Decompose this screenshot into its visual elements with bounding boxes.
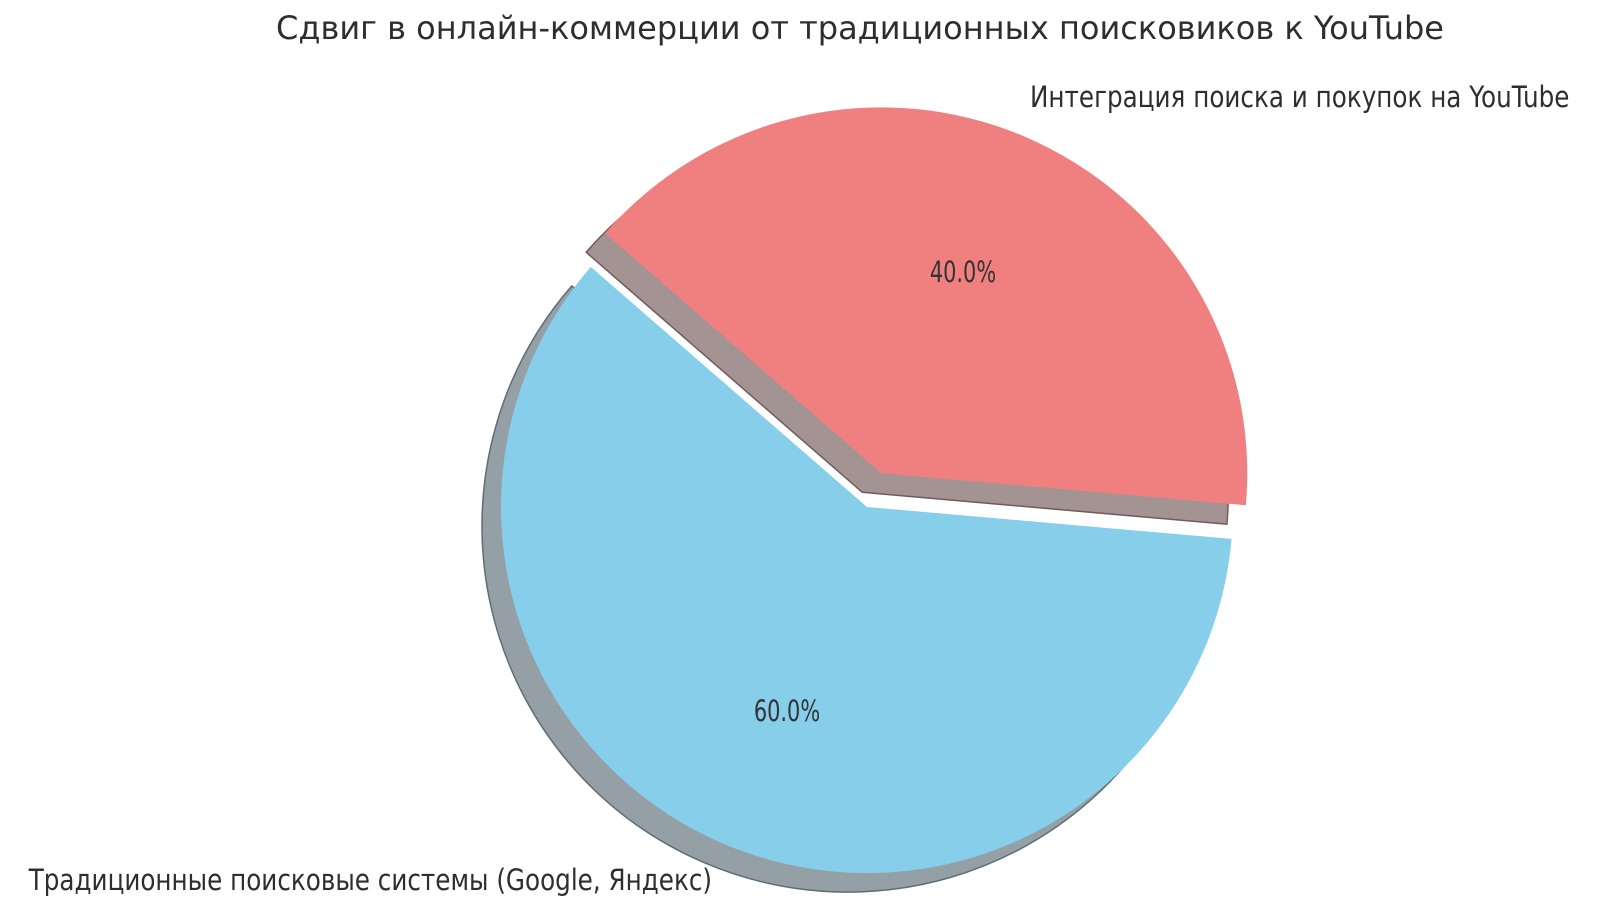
slice-label-traditional: Традиционные поисковые системы (Google, … [28,864,712,897]
slice-label-youtube: Интеграция поиска и покупок на YouTube [1030,81,1569,114]
pie-wedges [500,107,1248,874]
pct-label-youtube: 40.0% [930,256,996,289]
chart-title: Сдвиг в онлайн-коммерции от традиционных… [276,9,1444,47]
pie-wedge-1 [500,266,1232,874]
pie-wedge-0 [605,107,1248,506]
pct-label-traditional: 60.0% [754,695,820,728]
